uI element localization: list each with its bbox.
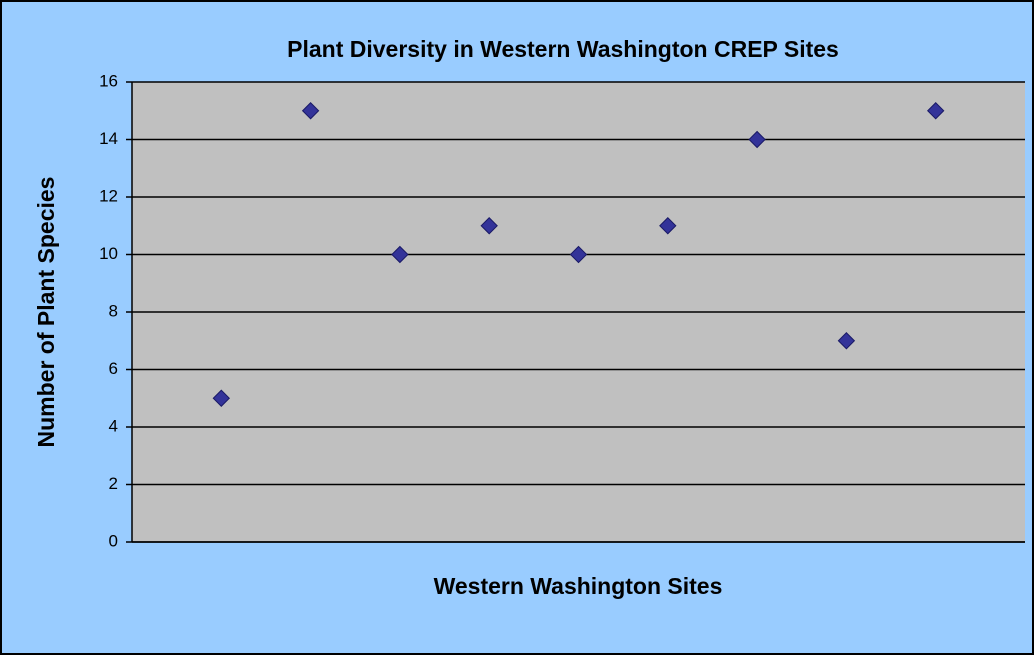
marker — [480, 217, 498, 235]
marker — [837, 332, 856, 350]
y-tick-label: 12 — [99, 186, 118, 205]
y-tick-label: 14 — [99, 129, 118, 148]
marker — [569, 245, 588, 264]
y-tick-label: 2 — [109, 474, 118, 493]
x-axis-label: Western Washington Sites — [434, 573, 723, 599]
y-tick-label: 16 — [99, 71, 118, 90]
marker — [659, 217, 677, 235]
y-tick-label: 10 — [99, 244, 118, 263]
y-tick-label: 8 — [109, 301, 118, 320]
y-tick-label: 4 — [109, 416, 118, 435]
y-tick-label: 0 — [109, 531, 118, 550]
marker — [391, 245, 409, 264]
y-tick-label: 6 — [109, 359, 118, 378]
chart-title: Plant Diversity in Western Washington CR… — [287, 36, 839, 62]
marker — [926, 102, 945, 120]
y-axis-label: Number of Plant Species — [33, 177, 59, 448]
marker — [301, 102, 320, 120]
marker — [748, 130, 766, 149]
marker — [212, 389, 231, 407]
